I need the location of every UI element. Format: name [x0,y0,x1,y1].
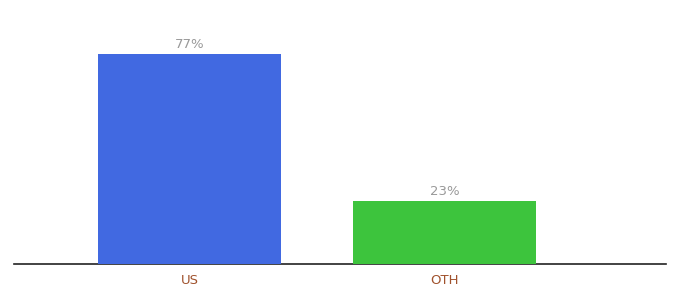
Bar [99,54,282,264]
Text: 77%: 77% [175,38,205,51]
Text: 23%: 23% [430,185,459,198]
Bar [353,201,536,264]
